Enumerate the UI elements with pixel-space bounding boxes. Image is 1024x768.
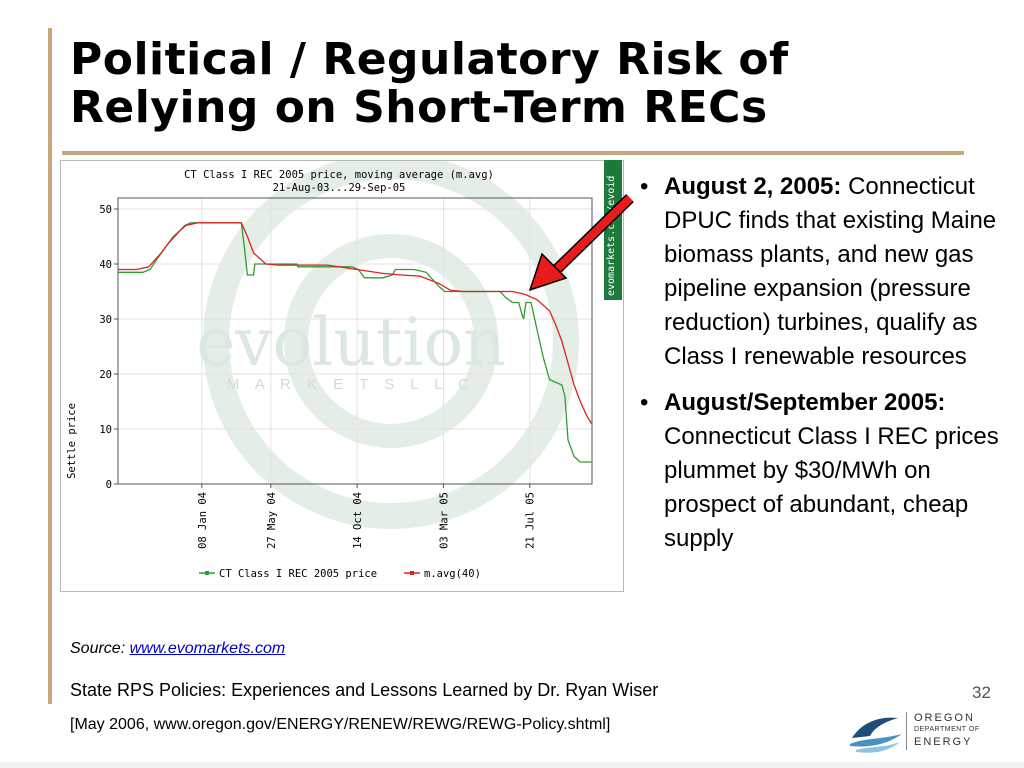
y-axis-ticks: 0 10 20 30 40 50: [99, 204, 118, 491]
y-tick-label: 0: [106, 479, 112, 491]
bullet-1-date: August 2, 2005:: [664, 173, 842, 200]
y-tick-label: 20: [99, 369, 112, 381]
y-tick-label: 50: [99, 204, 112, 216]
title-underline-rule: [62, 151, 964, 155]
page-number: 32: [972, 683, 991, 702]
source-credit: Source: www.evomarkets.com: [70, 640, 285, 658]
oregon-energy-logo: OREGON DEPARTMENT OF ENERGY: [848, 708, 998, 754]
y-tick-label: 30: [99, 314, 112, 326]
chart-legend: CT Class I REC 2005 price m.avg(40): [199, 568, 481, 580]
chart-series: [118, 222, 592, 463]
bullet-2-text: Connecticut Class I REC prices plummet b…: [664, 423, 999, 552]
logo-line-3: ENERGY: [914, 736, 973, 748]
bullet-list: • August 2, 2005: Connecticut DPUC finds…: [636, 170, 1006, 568]
slide-title: Political / Regulatory Risk of Relying o…: [70, 36, 970, 132]
legend-label-2: m.avg(40): [424, 568, 481, 580]
watermark-sub: M A R K E T S L L C: [227, 376, 475, 393]
title-line-2: Relying on Short-Term RECs: [70, 82, 768, 133]
footer-title: State RPS Policies: Experiences and Less…: [70, 680, 659, 700]
x-axis-ticks: 08 Jan 04 27 May 04 14 Oct 04 03 Mar 05 21 J…: [197, 484, 537, 549]
bullet-dot: •: [640, 173, 649, 200]
legend-marker-2: [410, 571, 414, 575]
x-tick-label: 08 Jan 04: [197, 492, 209, 549]
legend-label-1: CT Class I REC 2005 price: [219, 568, 377, 580]
left-accent-rule: [48, 28, 52, 704]
logo-line-1: OREGON: [914, 712, 975, 724]
wave-bird-icon: [850, 717, 902, 753]
bullet-2-date: August/September 2005:: [664, 389, 946, 416]
watermark: evolution M A R K E T S L L C: [196, 161, 579, 529]
logo-line-2: DEPARTMENT OF: [914, 726, 980, 733]
watermark-brand: evolution: [196, 304, 506, 381]
bottom-band: [0, 762, 1024, 768]
y-tick-label: 40: [99, 259, 112, 271]
y-axis-label: Settle price: [66, 403, 78, 479]
title-line-1: Political / Regulatory Risk of: [70, 34, 789, 85]
price-chart-svg: evolution M A R K E T S L L C CT Class I…: [66, 161, 593, 580]
logo-text: OREGON DEPARTMENT OF ENERGY: [914, 712, 980, 748]
red-arrow-icon: [528, 194, 634, 292]
logo-separator: [906, 712, 907, 750]
source-link[interactable]: www.evomarkets.com: [129, 640, 286, 657]
source-label: Source:: [70, 640, 130, 657]
series-line-2: [118, 222, 592, 424]
chart-title: CT Class I REC 2005 price, moving averag…: [184, 169, 494, 181]
x-tick-label: 03 Mar 05: [438, 492, 450, 549]
bullet-1-text: Connecticut DPUC finds that existing Mai…: [664, 173, 997, 370]
x-tick-label: 27 May 04: [266, 492, 278, 549]
legend-marker-1: [205, 571, 209, 575]
footer-citation: [May 2006, www.oregon.gov/ENERGY/RENEW/R…: [70, 716, 611, 733]
price-chart: evolution M A R K E T S L L C CT Class I…: [60, 160, 624, 592]
plot-border: [117, 197, 593, 485]
x-tick-label: 14 Oct 04: [352, 492, 364, 549]
bullet-dot: •: [640, 389, 649, 416]
evomarkets-tag: evomarkets.com/evoid: [604, 160, 622, 300]
chart-subtitle: 21-Aug-03...29-Sep-05: [273, 182, 406, 194]
x-tick-label: 21 Jul 05: [525, 492, 537, 549]
bullet-item-1: • August 2, 2005: Connecticut DPUC finds…: [636, 170, 1006, 374]
bullet-item-2: • August/September 2005: Connecticut Cla…: [636, 386, 1006, 556]
y-tick-label: 10: [99, 424, 112, 436]
